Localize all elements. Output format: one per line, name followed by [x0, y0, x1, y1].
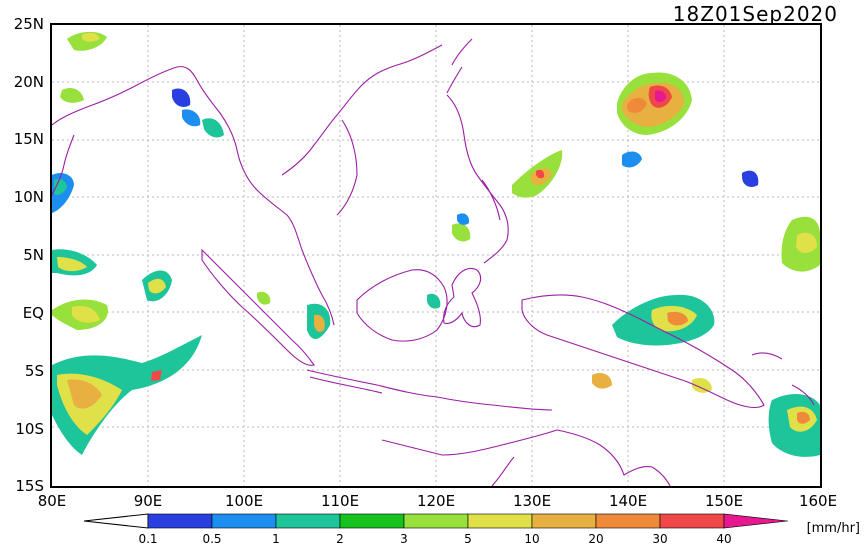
y-axis-label: 5N — [23, 246, 44, 264]
colorbar-tick-label: 2 — [336, 532, 344, 546]
colorbar-segment — [275, 513, 341, 529]
colorbar-tick-label: 3 — [400, 532, 408, 546]
colorbar-segment — [147, 513, 213, 529]
colorbar-tick-label: 1 — [272, 532, 280, 546]
x-axis-label: 140E — [608, 492, 648, 510]
map-canvas — [51, 25, 820, 487]
colorbar-segment — [659, 513, 725, 529]
y-axis-label: 15N — [13, 130, 44, 148]
x-axis-label: 90E — [133, 492, 163, 510]
colorbar-tick-label: 0.1 — [138, 532, 158, 546]
colorbar-arrow-high — [723, 513, 789, 529]
x-axis-label: 120E — [416, 492, 456, 510]
x-axis-label: 160E — [798, 492, 838, 510]
colorbar-segment — [531, 513, 597, 529]
colorbar-segment — [467, 513, 533, 529]
colorbar-segments — [84, 513, 789, 529]
colorbar-tick-label: 20 — [588, 532, 604, 546]
precipitation-field — [52, 31, 820, 457]
y-axis-label: 10S — [15, 420, 44, 438]
x-axis-label: 80E — [37, 492, 67, 510]
x-axis-label: 150E — [704, 492, 744, 510]
gridlines — [52, 25, 820, 486]
colorbar-segment — [403, 513, 469, 529]
map-frame — [50, 23, 822, 488]
colorbar-segment — [339, 513, 405, 529]
x-axis-label: 110E — [320, 492, 360, 510]
colorbar — [84, 513, 789, 529]
colorbar-tick-label: 40 — [716, 532, 732, 546]
x-axis-label: 130E — [512, 492, 552, 510]
colorbar-segment — [211, 513, 277, 529]
y-axis-label: 25N — [13, 15, 44, 33]
colorbar-tick-label: 0.5 — [202, 532, 222, 546]
colorbar-units: [mm/hr] — [806, 521, 860, 536]
colorbar-tick-label: 30 — [652, 532, 668, 546]
y-axis-label: 20N — [13, 73, 44, 91]
y-axis-label: EQ — [22, 304, 44, 322]
colorbar-segment — [595, 513, 661, 529]
y-axis-label: 5S — [24, 362, 44, 380]
colorbar-tick-label: 10 — [524, 532, 540, 546]
colorbar-arrow-low — [84, 513, 149, 529]
x-axis-label: 100E — [224, 492, 264, 510]
coastlines — [51, 38, 815, 487]
map-title: 18Z01Sep2020 — [672, 2, 838, 26]
y-axis-label: 10N — [13, 188, 44, 206]
colorbar-tick-label: 5 — [464, 532, 472, 546]
y-axis-label: 15S — [15, 477, 44, 495]
